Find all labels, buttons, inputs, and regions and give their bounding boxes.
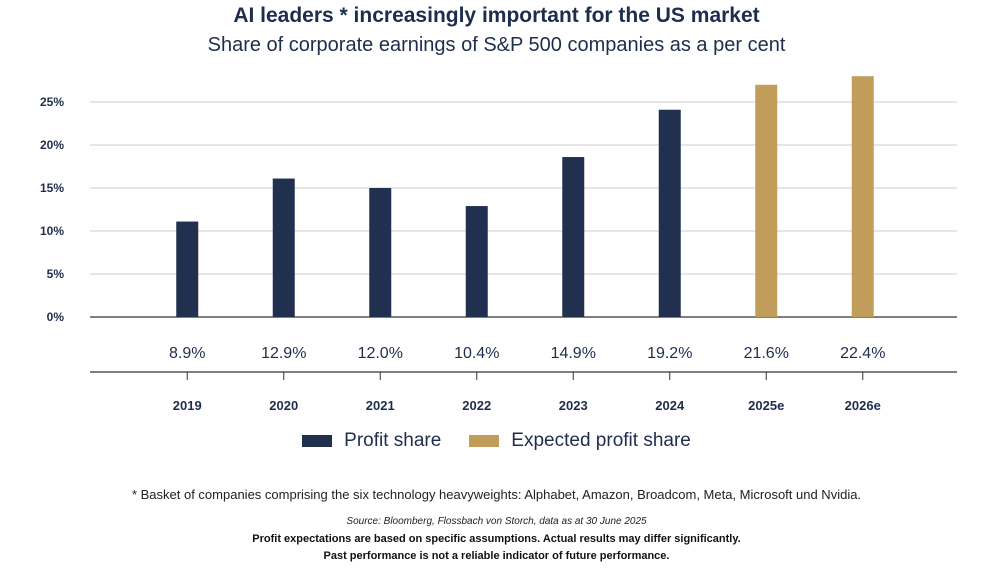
data-label-2020: 12.9% (261, 345, 306, 362)
x-tick-label-2023: 2023 (559, 398, 588, 413)
disclaimer-line-2: Past performance is not a reliable indic… (323, 550, 670, 562)
data-label-2021: 12.0% (358, 345, 403, 362)
bar-2023 (562, 157, 585, 317)
data-label-2022: 10.4% (454, 345, 499, 362)
y-tick-label: 25% (40, 95, 64, 109)
x-tick-label-2024: 2024 (655, 398, 685, 413)
x-tick-label-2021: 2021 (366, 398, 395, 413)
legend-label-profit-share: Profit share (344, 430, 442, 451)
footnote: * Basket of companies comprising the six… (131, 487, 862, 502)
x-tick-label-2020: 2020 (269, 398, 298, 413)
legend-item-profit-share: Profit share (302, 430, 441, 452)
y-tick-label: 10% (40, 224, 64, 238)
x-tick-label-2025e: 2025e (748, 398, 784, 413)
chart-subtitle: Share of corporate earnings of S&P 500 c… (207, 34, 786, 56)
y-tick-label: 15% (40, 181, 64, 195)
bar-2024 (658, 109, 681, 318)
x-tick-label-2026e: 2026e (845, 398, 881, 413)
y-tick-label: 5% (47, 267, 65, 281)
legend-item-expected-profit-share: Expected profit share (469, 430, 691, 452)
chart-title: AI leaders * increasingly important for … (233, 4, 760, 27)
bar-2022 (465, 206, 488, 317)
legend: Profit share Expected profit share (0, 430, 993, 452)
bar-chart: 0% 5% 10% 15% 20% 25% 8.9% 2019 12.9% 2020 12.0% 20… (40, 76, 957, 413)
x-tick-label-2019: 2019 (173, 398, 202, 413)
y-tick-label: 0% (47, 310, 65, 324)
data-label-2026e: 22.4% (840, 345, 885, 362)
data-label-2023: 14.9% (551, 345, 596, 362)
legend-swatch-expected-profit-share (469, 435, 500, 447)
disclaimer-line-1: Profit expectations are based on specifi… (252, 533, 741, 545)
bar-2025e (755, 84, 778, 317)
data-label-2025e: 21.6% (744, 345, 789, 362)
data-label-2019: 8.9% (169, 345, 205, 362)
bar-2021 (369, 188, 392, 317)
bar-2019 (176, 221, 199, 317)
bar-2026e (851, 76, 874, 317)
y-tick-label: 20% (40, 138, 64, 152)
legend-swatch-profit-share (302, 435, 333, 447)
source-note: Source: Bloomberg, Flossbach von Storch,… (346, 516, 647, 527)
bar-2020 (272, 178, 295, 317)
data-label-2024: 19.2% (647, 345, 692, 362)
x-tick-label-2022: 2022 (462, 398, 491, 413)
legend-label-expected-profit-share: Expected profit share (511, 430, 691, 451)
